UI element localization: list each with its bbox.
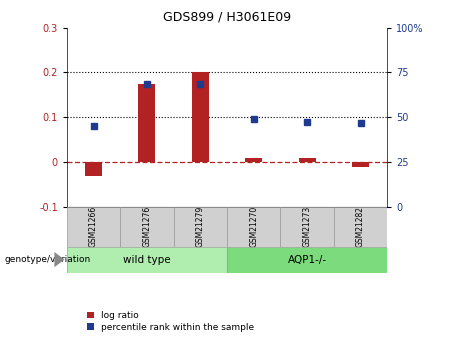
Bar [67, 207, 120, 247]
Text: GSM21279: GSM21279 [196, 206, 205, 247]
Bar [227, 207, 280, 247]
Bar [227, 247, 387, 273]
Bar [299, 158, 316, 162]
Text: GSM21276: GSM21276 [142, 206, 152, 247]
Bar [85, 162, 102, 176]
Text: GSM21273: GSM21273 [302, 206, 312, 247]
Bar [138, 83, 155, 162]
Bar [120, 207, 174, 247]
Title: GDS899 / H3061E09: GDS899 / H3061E09 [163, 11, 291, 24]
Text: AQP1-/-: AQP1-/- [288, 255, 327, 265]
Text: genotype/variation: genotype/variation [5, 255, 91, 264]
Bar [280, 207, 334, 247]
Bar [334, 207, 387, 247]
Bar [192, 72, 209, 162]
Legend: log ratio, percentile rank within the sample: log ratio, percentile rank within the sa… [85, 309, 256, 334]
Bar [67, 247, 227, 273]
Text: GSM21282: GSM21282 [356, 206, 365, 247]
Text: wild type: wild type [123, 255, 171, 265]
Bar [245, 158, 262, 162]
Bar [174, 207, 227, 247]
Text: GSM21266: GSM21266 [89, 206, 98, 247]
Text: GSM21270: GSM21270 [249, 206, 258, 247]
Bar [352, 162, 369, 167]
Polygon shape [54, 252, 65, 267]
